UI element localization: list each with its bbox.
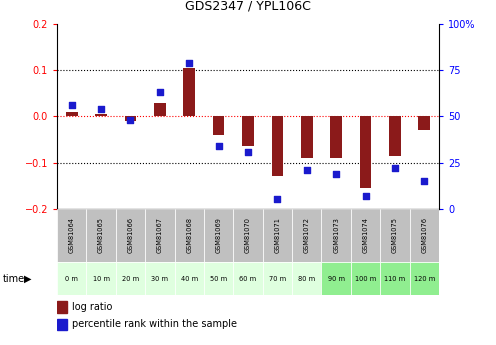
Text: GSM81074: GSM81074 [363,217,369,254]
Bar [380,209,410,262]
Text: 110 m: 110 m [384,276,405,282]
Point [126,117,134,123]
Point [391,165,399,171]
Bar [213,117,225,135]
Bar [175,262,204,295]
Point [215,143,223,149]
Text: GDS2347 / YPL106C: GDS2347 / YPL106C [185,0,311,12]
Bar [233,262,263,295]
Text: 30 m: 30 m [151,276,168,282]
Bar [292,262,321,295]
Bar [330,117,342,158]
Text: GSM81068: GSM81068 [186,217,192,254]
Point [303,167,310,173]
Bar [95,114,107,117]
Bar [116,262,145,295]
Point [97,106,105,112]
Bar [124,117,136,121]
Bar [66,112,77,117]
Text: 40 m: 40 m [181,276,198,282]
Text: log ratio: log ratio [72,302,113,312]
Text: GSM81065: GSM81065 [98,217,104,254]
Bar [410,209,439,262]
Point [273,197,281,202]
Bar [271,117,283,176]
Text: GSM81071: GSM81071 [274,218,280,253]
Point [156,90,164,95]
Bar [292,209,321,262]
Bar [57,262,86,295]
Bar [57,319,66,330]
Bar [263,262,292,295]
Text: 100 m: 100 m [355,276,376,282]
Text: 20 m: 20 m [122,276,139,282]
Text: ▶: ▶ [24,274,31,284]
Bar [204,262,233,295]
Text: GSM81072: GSM81072 [304,217,310,254]
Point [68,102,76,108]
Bar [242,117,254,146]
Bar [57,301,66,313]
Bar [380,262,410,295]
Text: GSM81067: GSM81067 [157,217,163,254]
Text: 60 m: 60 m [240,276,256,282]
Text: GSM81073: GSM81073 [333,218,339,253]
Bar [351,209,380,262]
Bar [86,262,116,295]
Bar [175,209,204,262]
Text: GSM81070: GSM81070 [245,217,251,254]
Point [362,193,370,199]
Bar [145,262,175,295]
Bar [57,209,86,262]
Text: GSM81069: GSM81069 [216,218,222,253]
Point [332,171,340,176]
Text: 120 m: 120 m [414,276,435,282]
Text: GSM81066: GSM81066 [127,217,133,254]
Bar [389,117,401,156]
Text: percentile rank within the sample: percentile rank within the sample [72,319,237,329]
Text: time: time [2,274,25,284]
Text: 10 m: 10 m [93,276,110,282]
Point [244,149,252,154]
Bar [86,209,116,262]
Text: 80 m: 80 m [298,276,315,282]
Text: GSM81064: GSM81064 [69,217,75,254]
Point [186,60,193,66]
Bar [204,209,233,262]
Text: GSM81075: GSM81075 [392,217,398,254]
Bar [154,102,166,117]
Bar [321,209,351,262]
Bar [301,117,312,158]
Bar [145,209,175,262]
Bar [410,262,439,295]
Text: 90 m: 90 m [328,276,345,282]
Bar [351,262,380,295]
Bar [419,117,430,130]
Text: 0 m: 0 m [65,276,78,282]
Bar [116,209,145,262]
Text: 70 m: 70 m [269,276,286,282]
Bar [321,262,351,295]
Bar [360,117,372,188]
Bar [263,209,292,262]
Point [420,178,428,184]
Text: GSM81076: GSM81076 [421,217,427,254]
Bar [184,68,195,117]
Text: 50 m: 50 m [210,276,227,282]
Bar [233,209,263,262]
